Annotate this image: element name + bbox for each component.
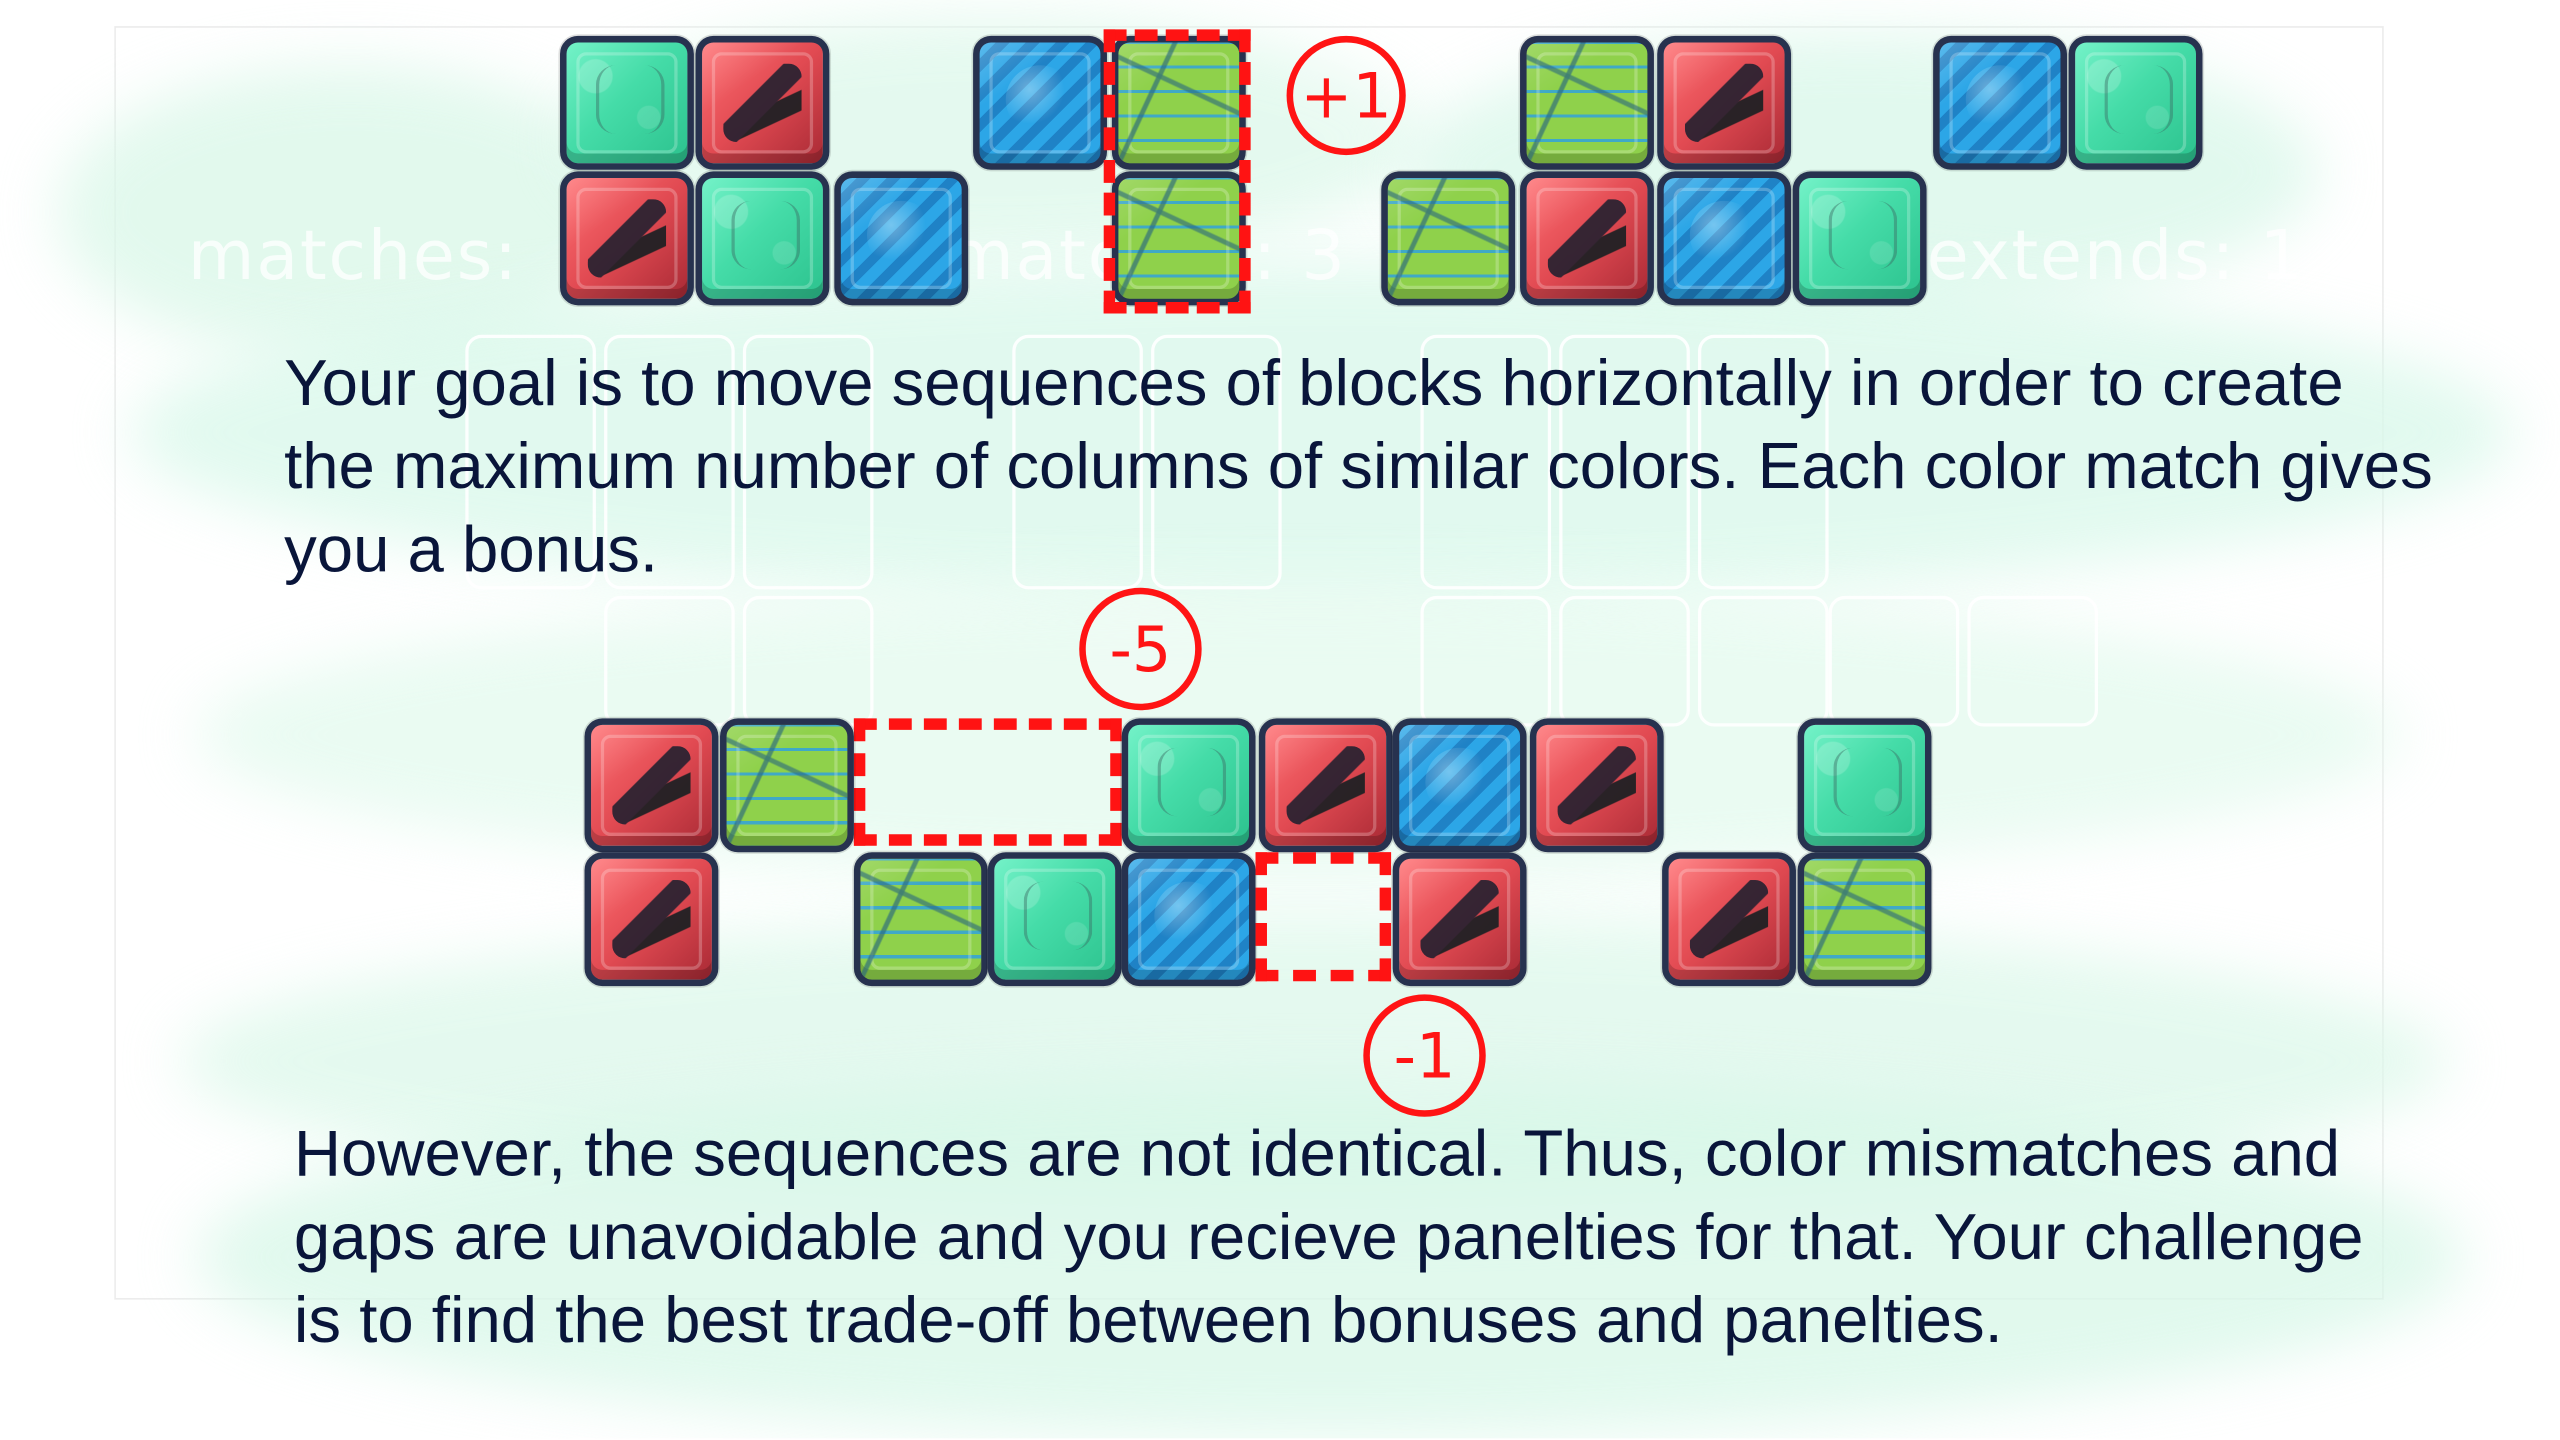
block-red (1657, 35, 1792, 170)
background-haze (195, 1077, 2466, 1437)
block-teal (1797, 718, 1932, 853)
block-red (1520, 171, 1654, 306)
top-instruction-line-1: Your goal is to move sequences of blocks… (284, 347, 2344, 420)
bonus-badge-plus-one: +1 (1286, 35, 1406, 156)
background-slot (1420, 334, 1552, 590)
block-green (1381, 171, 1516, 306)
background-slot (742, 334, 874, 590)
background-label-right: extends: 1 (1926, 215, 2305, 296)
penalty-badge-minus-five: -5 (1079, 587, 1202, 711)
gap-penalty-box-large (853, 718, 1122, 846)
background-label-left: matches: (187, 215, 519, 296)
bottom-instruction-line-1: However, the sequences are not identical… (293, 1118, 2341, 1191)
block-red (1392, 852, 1527, 987)
block-blue (1933, 35, 2067, 170)
block-green (720, 718, 854, 853)
block-red (1258, 718, 1393, 853)
block-green (1111, 171, 1246, 306)
block-green (1797, 852, 1932, 987)
background-slot (1698, 334, 1829, 590)
block-red (584, 852, 719, 987)
block-teal (1792, 171, 1927, 306)
background-slot (1420, 595, 1552, 727)
top-instruction-text: Your goal is to move sequences of blocks… (284, 343, 2455, 593)
background-slot (465, 334, 596, 590)
background-slot (1828, 595, 1960, 727)
background-slot (742, 595, 874, 727)
block-teal (560, 35, 694, 170)
block-blue (973, 35, 1107, 170)
match-highlight-box (1103, 29, 1251, 314)
block-teal (987, 852, 1122, 987)
block-green (853, 852, 988, 987)
background-slot (1967, 595, 2099, 727)
top-instruction-line-2: the maximum number of columns of similar… (284, 431, 2433, 503)
background-slot (604, 334, 735, 590)
background-slot (1559, 334, 1690, 590)
block-red (560, 171, 694, 306)
block-blue (834, 171, 969, 306)
block-green (1520, 35, 1654, 170)
background-haze (130, 261, 2515, 605)
background-slot (1151, 334, 1282, 590)
background-slot (604, 595, 735, 727)
bottom-instruction-text: However, the sequences are not identical… (294, 1114, 2417, 1364)
penalty-badge-minus-one: -1 (1363, 994, 1486, 1117)
bottom-instruction-line-2: gaps are unavoidable and you recieve pan… (293, 1201, 2364, 1274)
block-red (584, 718, 719, 853)
bottom-instruction-line-3: is to find the best trade-off between bo… (293, 1284, 2003, 1357)
background-slot (1559, 595, 1690, 727)
background-slot (1012, 334, 1143, 590)
block-red (695, 35, 830, 170)
block-blue (1657, 171, 1792, 306)
background-slot (1698, 595, 1829, 727)
block-green (1111, 35, 1246, 170)
block-red (1529, 718, 1664, 853)
top-instruction-line-3: you a bonus. (284, 514, 659, 587)
block-red (1662, 852, 1796, 987)
block-teal (1121, 718, 1256, 853)
block-blue (1121, 852, 1256, 987)
block-teal (2068, 35, 2203, 170)
gap-penalty-box-small (1255, 852, 1392, 982)
block-blue (1392, 718, 1527, 853)
block-teal (695, 171, 830, 306)
